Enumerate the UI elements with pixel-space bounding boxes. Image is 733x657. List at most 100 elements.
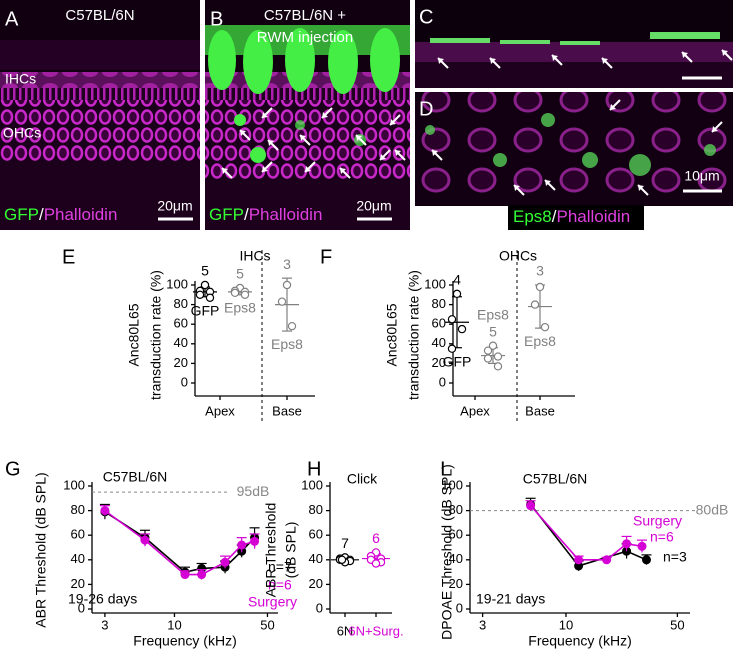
panel-c: C <box>415 0 733 88</box>
y-axis-label: ABR Threshold <box>263 503 279 598</box>
arrow-head <box>240 130 246 136</box>
series-label: n=3 <box>663 549 687 565</box>
data-point <box>530 300 540 309</box>
pillar-row <box>205 88 410 100</box>
chart-e: E IHCs Anc80L65 transduction rate (%) 0 20 40 6… <box>62 246 315 421</box>
group-name: Eps8 <box>271 336 303 352</box>
stain-red: Phalloidin <box>44 205 118 224</box>
data-point <box>483 354 493 363</box>
panel-b: B C57BL/6N + RWM injection GFP/Phalloidi… <box>205 0 410 230</box>
y-tick-label: 100 <box>441 477 463 492</box>
data-point <box>200 280 210 290</box>
panel-a: A C57BL/6N IHCs OHCs GFP/Phalloidin 20μm <box>0 0 200 230</box>
y-tick-label: 80 <box>309 502 323 517</box>
data-point <box>641 555 651 565</box>
y-axis-label: DPOAE Threshold (dB SPL) <box>439 464 455 640</box>
panel-d: D 10μm Eps8/Phalloidin <box>415 92 733 230</box>
stereocilia-band <box>415 42 733 62</box>
panel-letter: F <box>320 246 332 268</box>
y-tick-label: 0 <box>78 600 85 615</box>
micrograph <box>415 92 733 206</box>
arrow <box>304 161 316 173</box>
series-line <box>529 503 647 567</box>
chart-title: Click <box>347 471 378 487</box>
data-point <box>230 288 240 298</box>
panel-letter: D <box>419 98 433 120</box>
chart-f: F OHCs Anc80L65 transduction rate (%) 0 20 40 6… <box>320 246 575 421</box>
arrow-head <box>305 166 311 172</box>
group-n: 3 <box>283 256 291 272</box>
chart-h: H Click ABR Threshold (dB SPL) 0 20 40 60 80 100 6… <box>263 458 404 638</box>
data-point <box>197 570 207 580</box>
data-point <box>540 322 550 332</box>
y-axis-label: (dB SPL) <box>283 522 299 579</box>
data-point <box>622 539 632 549</box>
y-tick-label: 60 <box>309 527 323 542</box>
y-tick-label: 80 <box>174 296 188 311</box>
group-n: 7 <box>341 535 349 551</box>
arrow <box>489 57 501 69</box>
group-name: GFP <box>443 353 472 369</box>
ihc-row <box>0 72 200 88</box>
tissue <box>415 62 733 88</box>
stain-slash: / <box>552 207 557 226</box>
x-tick-label: 50 <box>670 617 684 632</box>
series-label: n=7 <box>268 559 292 575</box>
x-tick-label: 3 <box>479 617 486 632</box>
arrow-head <box>682 52 688 58</box>
data-point <box>452 289 462 299</box>
y-tick-label: 40 <box>71 551 85 566</box>
arrow <box>431 149 443 161</box>
data-point <box>277 297 287 306</box>
arrow-head <box>490 58 496 64</box>
arrow <box>389 114 401 126</box>
arrow <box>239 129 251 141</box>
ohc-rows <box>0 100 200 162</box>
chart-title: IHCs <box>239 248 270 264</box>
arrow-head <box>432 150 438 156</box>
series-label: n=6 <box>650 529 674 545</box>
group-n: 5 <box>489 323 497 339</box>
data-point <box>237 540 247 550</box>
arrow <box>394 149 406 161</box>
arrows <box>221 49 733 196</box>
data-point <box>457 324 467 334</box>
data-point <box>447 344 457 353</box>
y-tick-label: 60 <box>449 527 463 542</box>
reference-label: 80dB <box>696 501 729 517</box>
arrow <box>609 99 621 111</box>
arrow <box>721 49 733 61</box>
stain-red: Phalloidin <box>249 205 323 224</box>
data-point <box>483 346 493 355</box>
arrow <box>711 121 723 133</box>
arrow <box>379 149 391 161</box>
arrow <box>267 139 279 151</box>
y-tick-label: 40 <box>309 551 323 566</box>
arrow-head <box>262 112 268 118</box>
y-tick-label: 20 <box>174 355 188 370</box>
panel-letter: I <box>440 458 446 480</box>
data-point <box>337 555 347 565</box>
y-tick-label: 20 <box>432 355 446 370</box>
arrow-head <box>722 50 728 56</box>
y-tick-label: 60 <box>432 316 446 331</box>
stain-slash: / <box>244 205 249 224</box>
arrow <box>221 167 233 179</box>
series-line <box>104 509 255 576</box>
data-point <box>240 290 250 299</box>
stain-slash: / <box>39 205 44 224</box>
arrow-head <box>262 166 268 172</box>
panel-title: RWM injection <box>257 29 353 46</box>
eps8-signal <box>430 32 720 45</box>
panel-letter: B <box>210 8 223 30</box>
data-point <box>195 290 205 299</box>
arrow-head <box>602 58 608 64</box>
arrow <box>321 107 333 119</box>
arrow <box>544 179 556 191</box>
data-point <box>282 280 292 290</box>
arrow-head <box>322 112 328 118</box>
y-tick-label: 0 <box>456 600 463 615</box>
y-tick-label: 100 <box>424 276 446 291</box>
